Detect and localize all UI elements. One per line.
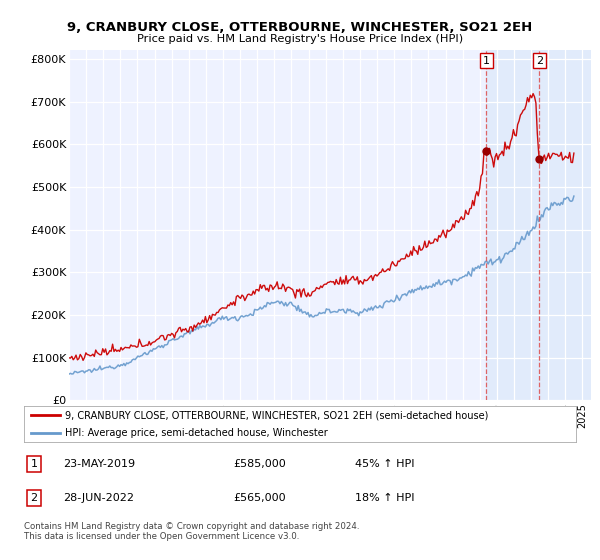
Text: 9, CRANBURY CLOSE, OTTERBOURNE, WINCHESTER, SO21 2EH: 9, CRANBURY CLOSE, OTTERBOURNE, WINCHEST… (67, 21, 533, 34)
Text: 2: 2 (536, 55, 543, 66)
Text: £565,000: £565,000 (234, 493, 286, 503)
Text: 1: 1 (31, 459, 37, 469)
Text: HPI: Average price, semi-detached house, Winchester: HPI: Average price, semi-detached house,… (65, 428, 328, 438)
Text: £585,000: £585,000 (234, 459, 287, 469)
Text: 9, CRANBURY CLOSE, OTTERBOURNE, WINCHESTER, SO21 2EH (semi-detached house): 9, CRANBURY CLOSE, OTTERBOURNE, WINCHEST… (65, 410, 489, 421)
Text: 2: 2 (31, 493, 37, 503)
Text: 45% ↑ HPI: 45% ↑ HPI (355, 459, 415, 469)
Text: Contains HM Land Registry data © Crown copyright and database right 2024.
This d: Contains HM Land Registry data © Crown c… (24, 522, 359, 542)
Text: Price paid vs. HM Land Registry's House Price Index (HPI): Price paid vs. HM Land Registry's House … (137, 34, 463, 44)
Text: 23-MAY-2019: 23-MAY-2019 (62, 459, 135, 469)
Text: 18% ↑ HPI: 18% ↑ HPI (355, 493, 415, 503)
Bar (486, 50, 591, 400)
Text: 28-JUN-2022: 28-JUN-2022 (62, 493, 134, 503)
Text: 1: 1 (483, 55, 490, 66)
